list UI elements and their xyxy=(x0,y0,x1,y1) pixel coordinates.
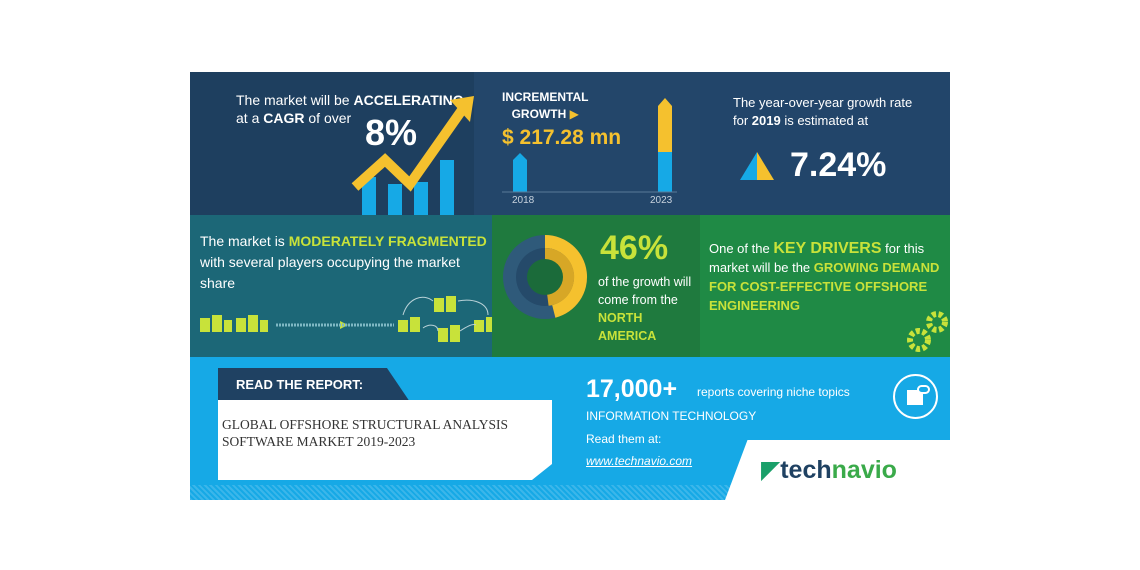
incremental-value: $ 217.28 mn xyxy=(502,126,622,149)
report-panel: READ THE REPORT: GLOBAL OFFSHORE STRUCTU… xyxy=(190,357,950,500)
server-cloud-icon xyxy=(893,374,938,419)
cagr-value: 8% xyxy=(365,112,418,153)
yoy-text: The year-over-year growth rate for 2019 i… xyxy=(733,95,913,128)
report-count: 17,000+ xyxy=(586,375,678,403)
read-them-label: Read them at: xyxy=(586,432,662,446)
report-count-text: reports covering niche topics xyxy=(697,385,850,399)
report-category: INFORMATION TECHNOLOGY xyxy=(586,409,757,423)
year-end: 2023 xyxy=(650,195,673,206)
fragmented-panel: The market is MODERATELY FRAGMENTED with … xyxy=(190,215,492,357)
region-donut-chart xyxy=(503,234,588,319)
yoy-panel: The year-over-year growth rate for 2019 i… xyxy=(700,72,950,215)
cagr-panel: The market will be ACCELERATING at a CAG… xyxy=(190,72,474,215)
drivers-panel: One of the KEY DRIVERS for this market w… xyxy=(700,215,950,357)
region-value: 46% xyxy=(600,229,669,267)
yoy-value: 7.24% xyxy=(790,146,887,184)
triangle-up-icon xyxy=(740,152,774,180)
report-title-line2: SOFTWARE MARKET 2019-2023 xyxy=(222,434,416,449)
incremental-bar-icon xyxy=(502,98,677,193)
logo-area: ◤technavio xyxy=(725,440,950,500)
region-panel: 46% of the growth will come from the NORTH… xyxy=(492,215,700,357)
report-title-line1: GLOBAL OFFSHORE STRUCTURAL ANALYSIS xyxy=(222,417,509,432)
region-text: of the growth will come from the NORTH AME… xyxy=(598,275,692,343)
incremental-growth-panel: INCREMENTAL GROWTH ▶ $ 217.28 mn 2018 202… xyxy=(474,72,700,215)
growth-arrow-chart-icon xyxy=(351,96,474,215)
year-start: 2018 xyxy=(512,195,535,206)
fragmented-text: The market is MODERATELY FRAGMENTED with … xyxy=(200,233,487,291)
drivers-text: One of the KEY DRIVERS for this market w… xyxy=(709,240,940,313)
report-title-card[interactable]: GLOBAL OFFSHORE STRUCTURAL ANALYSIS SOFT… xyxy=(218,400,552,480)
read-report-tag: READ THE REPORT: xyxy=(218,368,410,402)
incremental-label: INCREMENTAL GROWTH ▶ xyxy=(502,90,589,121)
technavio-link[interactable]: www.technavio.com xyxy=(586,454,693,468)
buildings-network-icon xyxy=(200,296,492,342)
technavio-logo: ◤technavio xyxy=(761,456,897,484)
cagr-text: The market will be ACCELERATING at a CAG… xyxy=(236,92,464,126)
gears-icon xyxy=(907,311,948,352)
